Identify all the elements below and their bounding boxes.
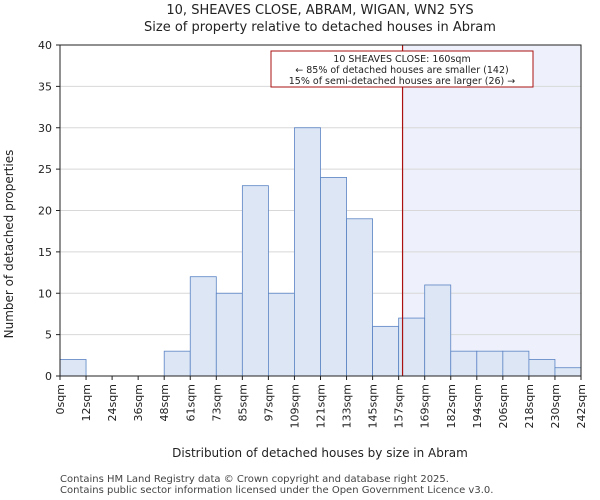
x-tick-label: 145sqm: [367, 384, 380, 428]
chart: 10, SHEAVES CLOSE, ABRAM, WIGAN, WN2 5YS…: [2, 3, 588, 460]
x-tick-label: 169sqm: [419, 384, 432, 428]
x-tick-label: 61sqm: [184, 384, 197, 421]
x-tick-label: 48sqm: [158, 384, 171, 421]
y-tick-label: 10: [38, 287, 52, 300]
bar: [241, 185, 269, 377]
x-axis-ticks: 0sqm 12sqm 24sqm 36sqm 48sqm 61sqm 73sqm 85sqm 9…: [54, 376, 588, 428]
y-axis-label: Number of detached properties: [2, 150, 16, 339]
y-tick-label: 15: [38, 246, 52, 259]
bar: [163, 350, 191, 377]
bar: [424, 284, 452, 377]
y-axis-ticks: 0 5 10 15 20 25 30 35 40: [38, 39, 60, 383]
y-tick-label: 25: [38, 163, 52, 176]
x-tick-label: 85sqm: [236, 384, 249, 421]
y-tick-label: 35: [38, 80, 52, 93]
y-tick-label: 40: [38, 39, 52, 52]
x-tick-label: 230sqm: [549, 384, 562, 428]
bars: [59, 127, 582, 377]
x-tick-label: 0sqm: [54, 384, 67, 414]
x-tick-label: 206sqm: [497, 384, 510, 428]
y-tick-label: 5: [45, 329, 52, 342]
x-tick-label: 24sqm: [106, 384, 119, 421]
footer-line-1: Contains HM Land Registry data © Crown c…: [60, 474, 449, 485]
x-tick-label: 157sqm: [393, 384, 406, 428]
annotation-line-1: 10 SHEAVES CLOSE: 160sqm: [333, 54, 470, 65]
chart-title: 10, SHEAVES CLOSE, ABRAM, WIGAN, WN2 5YS: [166, 3, 473, 18]
x-tick-label: 36sqm: [132, 384, 145, 421]
bar: [346, 218, 373, 377]
y-tick-label: 0: [45, 370, 52, 383]
bar: [294, 127, 321, 377]
bar: [267, 292, 295, 377]
annotation-line-3: 15% of semi-detached houses are larger (…: [289, 76, 516, 87]
footer-line-2: Contains public sector information licen…: [60, 485, 494, 496]
annotation-line-2: ← 85% of detached houses are smaller (14…: [295, 65, 508, 76]
x-tick-label: 182sqm: [445, 384, 458, 428]
x-tick-label: 97sqm: [262, 384, 275, 421]
x-tick-label: 109sqm: [288, 384, 301, 428]
bar: [450, 350, 478, 377]
y-tick-label: 20: [38, 205, 52, 218]
annotation-box: 10 SHEAVES CLOSE: 160sqm ← 85% of detach…: [270, 50, 534, 88]
x-tick-label: 73sqm: [210, 384, 223, 421]
bar: [189, 276, 217, 377]
y-tick-label: 30: [38, 122, 52, 135]
x-tick-label: 242sqm: [575, 384, 588, 428]
x-axis-label: Distribution of detached houses by size …: [172, 446, 468, 460]
bar: [215, 292, 243, 377]
bar: [372, 325, 400, 377]
bar: [502, 350, 530, 377]
x-tick-label: 218sqm: [523, 384, 536, 428]
x-tick-label: 133sqm: [341, 384, 354, 428]
bar: [528, 359, 556, 377]
bar: [476, 350, 504, 377]
bar: [59, 359, 87, 377]
x-tick-label: 12sqm: [80, 384, 93, 421]
x-tick-label: 121sqm: [315, 384, 328, 428]
x-tick-label: 194sqm: [471, 384, 484, 428]
bar: [554, 367, 582, 377]
bar: [320, 176, 347, 377]
chart-subtitle: Size of property relative to detached ho…: [144, 20, 496, 35]
